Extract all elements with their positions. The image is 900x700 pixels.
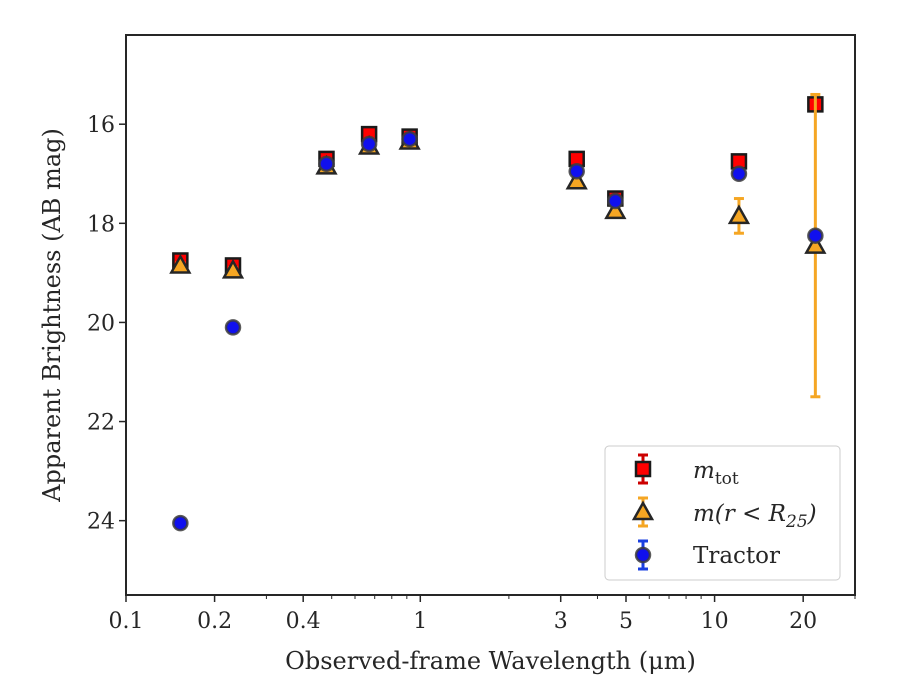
point-tractor xyxy=(607,192,624,210)
x-tick-label: 3 xyxy=(554,609,568,634)
legend-label-mr25: m(r < R25) xyxy=(693,501,817,532)
y-tick-label: 24 xyxy=(87,510,115,535)
point-mr25 xyxy=(804,234,827,254)
point-tractor xyxy=(568,163,585,180)
ticks: 0.1 0.2 0.4 1 3 5 10 20 16 18 20 22 24 xyxy=(87,113,856,634)
x-tick-label: 0.2 xyxy=(197,609,232,634)
point-mr25 xyxy=(565,169,588,190)
y-tick-label: 20 xyxy=(87,311,115,336)
point-tractor xyxy=(401,130,418,148)
data-marks xyxy=(169,92,827,532)
y-tick-label: 16 xyxy=(87,113,115,138)
point-tractor xyxy=(807,227,824,244)
x-axis-title: Observed-frame Wavelength (μm) xyxy=(285,647,696,675)
legend-box xyxy=(604,445,841,581)
point-tractor xyxy=(172,514,189,532)
y-tick-label: 18 xyxy=(87,212,115,237)
point-mr25 xyxy=(727,204,751,225)
x-tick-label: 1 xyxy=(413,609,427,634)
point-tractor xyxy=(360,135,378,153)
legend-marker-tractor xyxy=(634,546,652,564)
legend: mtot m(r < R25) Tractor xyxy=(604,445,841,581)
legend-mtot-sub: tot xyxy=(715,469,739,489)
legend-markers xyxy=(631,453,655,571)
series-tractor xyxy=(172,130,824,532)
x-tick-label: 20 xyxy=(789,609,817,634)
legend-marker-mr25 xyxy=(631,500,655,521)
point-tractor xyxy=(730,165,748,183)
x-tick-label: 10 xyxy=(701,609,729,634)
legend-mtot-main: m xyxy=(693,458,715,484)
point-mr25 xyxy=(604,199,627,220)
y-tick-label: 22 xyxy=(87,411,115,436)
plot-frame xyxy=(125,34,856,596)
x-tick-label: 0.1 xyxy=(109,609,144,634)
point-mr25 xyxy=(221,258,245,279)
y-axis-title: Apparent Brightness (AB mag) xyxy=(38,128,66,503)
legend-label-mtot: mtot xyxy=(693,458,739,489)
legend-marker-mtot xyxy=(634,460,652,478)
point-tractor xyxy=(318,155,335,173)
legend-mr25-main: m(r < R xyxy=(693,501,786,527)
x-tick-label: 0.4 xyxy=(286,609,321,634)
point-mr25 xyxy=(169,253,192,274)
legend-label-tractor: Tractor xyxy=(693,543,780,569)
legend-mr25-sub: 25 xyxy=(785,512,808,532)
x-tick-label: 5 xyxy=(619,609,633,634)
legend-mr25-tail: ) xyxy=(807,501,817,527)
point-tractor xyxy=(224,319,242,336)
